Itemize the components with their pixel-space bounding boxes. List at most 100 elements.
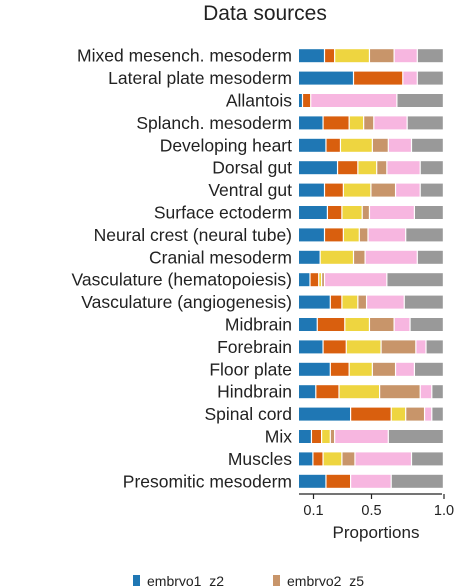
bar-segment-1 [299, 362, 330, 376]
bar-segment-4 [359, 228, 368, 242]
bar-segment-4 [364, 116, 374, 130]
bar-segment-5 [420, 385, 432, 399]
bar-segment-5 [403, 71, 417, 85]
legend-swatch [273, 575, 280, 586]
x-tick-label: 0.1 [303, 503, 323, 519]
bar-segment-4 [372, 362, 395, 376]
bar-segment-2 [312, 430, 321, 443]
legend-entry: embryo1_z2 [147, 573, 224, 586]
bar-segment-3 [322, 430, 330, 443]
bar-segment-4 [406, 407, 424, 421]
bar-segment-6 [397, 94, 443, 107]
legend-entry: embryo2_z5 [287, 573, 364, 586]
bar-segment-6 [432, 385, 443, 399]
bar-segment-3 [343, 183, 371, 197]
category-label: Hindbrain [217, 382, 292, 402]
bar-segment-6 [415, 362, 443, 376]
bar-segment-5 [351, 474, 391, 488]
bar-segment-5 [394, 49, 417, 63]
category-label: Surface ectoderm [154, 203, 292, 223]
category-label: Ventral gut [208, 180, 292, 200]
bar-segment-2 [325, 49, 335, 63]
bar-segment-5 [416, 340, 426, 354]
bar-segment-3 [342, 295, 358, 309]
bar-segment-3 [342, 206, 362, 219]
bar-segment-1 [299, 250, 320, 264]
category-label: Cranial mesoderm [149, 247, 292, 267]
bar-segment-3 [391, 407, 406, 421]
bar-segment-6 [387, 273, 443, 287]
bar-segment-5 [394, 318, 410, 331]
bar-segment-1 [299, 206, 327, 219]
bar-segment-1 [299, 430, 311, 443]
bar-segment-3 [343, 228, 359, 242]
bar-segment-5 [370, 206, 414, 219]
bar-segment-4 [330, 430, 335, 443]
category-label: Splanch. mesoderm [136, 113, 292, 133]
bar-segment-5 [367, 295, 404, 309]
bar-segment-6 [426, 340, 443, 354]
bar-segment-6 [420, 161, 443, 175]
bar-segment-1 [299, 94, 302, 107]
chart-title: Data sources [203, 2, 327, 25]
category-label: Midbrain [225, 315, 292, 335]
legend: embryo1_z2 embryo2_z5 [133, 573, 364, 586]
bar-segment-1 [299, 385, 316, 399]
bar-segment-4 [381, 340, 416, 354]
bar-segment-6 [415, 206, 443, 219]
bar-segment-5 [368, 228, 406, 242]
bar-segment-3 [358, 161, 377, 175]
bar-segment-2 [326, 474, 350, 488]
bar-segment-3 [319, 273, 321, 287]
x-axis-ticks: 0.1 0.5 1.0 [303, 494, 454, 519]
bar-segment-6 [420, 183, 443, 197]
bar-segment-5 [355, 452, 411, 466]
bar-segment-1 [299, 474, 326, 488]
bar-segment-3 [341, 138, 372, 152]
bar-segment-1 [299, 407, 350, 421]
bar-segment-5 [325, 273, 387, 287]
bar-segment-2 [326, 138, 340, 152]
bar-segment-1 [299, 340, 323, 354]
bar-segment-2 [325, 228, 343, 242]
bar-segment-5 [396, 362, 414, 376]
bar-segment-2 [325, 183, 343, 197]
bar-segment-6 [417, 49, 443, 63]
category-label: Muscles [228, 449, 292, 469]
bar-segment-2 [316, 385, 339, 399]
bar-segment-1 [299, 161, 337, 175]
x-tick-label: 0.5 [361, 503, 381, 519]
bar-segment-6 [410, 318, 443, 331]
bar-segment-6 [412, 138, 443, 152]
bar-segment-6 [391, 474, 443, 488]
category-label: Lateral plate mesoderm [108, 68, 292, 88]
bar-segment-4 [380, 385, 420, 399]
bar-segment-4 [372, 138, 388, 152]
bar-segment-1 [299, 295, 330, 309]
bar-segment-6 [417, 250, 443, 264]
bar-segment-1 [299, 318, 317, 331]
category-label: Dorsal gut [212, 158, 292, 178]
bar-segment-4 [358, 295, 366, 309]
bar-segment-2 [354, 71, 403, 85]
bar-segment-3 [339, 385, 379, 399]
bar-segment-5 [388, 138, 411, 152]
bar-segment-2 [310, 273, 319, 287]
bar-segment-5 [365, 250, 417, 264]
category-label: Forebrain [217, 337, 292, 357]
bar-segment-5 [396, 183, 420, 197]
category-label: Mixed mesench. mesoderm [77, 46, 292, 66]
bar-segment-2 [351, 407, 391, 421]
bar-segment-5 [425, 407, 432, 421]
legend-swatch [133, 575, 140, 586]
bar-segment-2 [330, 362, 349, 376]
bar-segment-2 [323, 340, 346, 354]
category-label: Vasculature (angiogenesis) [81, 292, 292, 312]
x-axis-label: Proportions [333, 523, 420, 542]
category-label: Neural crest (neural tube) [94, 225, 292, 245]
bar-segment-1 [299, 138, 326, 152]
bar-segment-1 [299, 49, 324, 63]
bar-segment-2 [303, 94, 311, 107]
bar-segment-6 [407, 116, 443, 130]
